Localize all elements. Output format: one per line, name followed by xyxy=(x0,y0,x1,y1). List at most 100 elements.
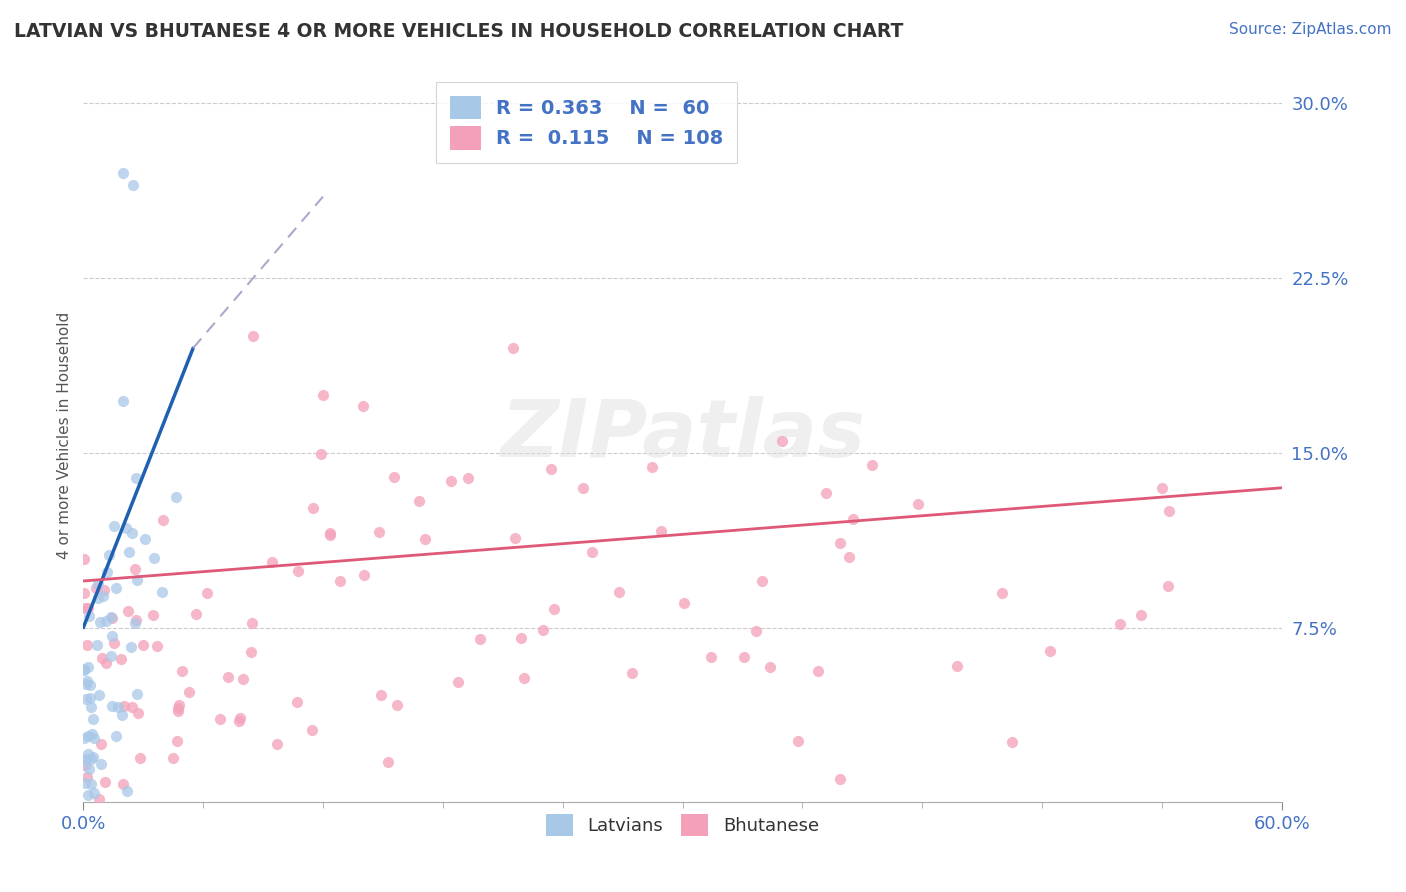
Point xyxy=(991,585,1014,599)
Point xyxy=(170,664,193,678)
Point xyxy=(946,659,969,673)
Point xyxy=(90,737,112,751)
Point xyxy=(94,614,117,628)
Point xyxy=(166,701,188,715)
Point xyxy=(650,524,672,538)
Point xyxy=(838,549,860,564)
Point xyxy=(132,638,155,652)
Point xyxy=(76,752,98,766)
Point xyxy=(134,532,156,546)
Point xyxy=(122,178,145,192)
Point xyxy=(860,458,883,472)
Point xyxy=(512,672,534,686)
Point xyxy=(368,524,391,539)
Point xyxy=(167,698,190,713)
Point xyxy=(86,638,108,652)
Point xyxy=(105,581,128,595)
Point xyxy=(75,691,97,706)
Point xyxy=(76,673,98,688)
Point xyxy=(165,490,187,504)
Point xyxy=(76,639,98,653)
Point xyxy=(75,776,97,790)
Point xyxy=(87,688,110,702)
Point xyxy=(370,689,392,703)
Point xyxy=(510,631,533,645)
Point xyxy=(120,640,142,654)
Point xyxy=(115,521,138,535)
Point xyxy=(353,567,375,582)
Point xyxy=(112,393,135,408)
Point xyxy=(751,574,773,588)
Point xyxy=(287,564,309,578)
Point xyxy=(621,666,644,681)
Point xyxy=(699,649,721,664)
Point xyxy=(111,707,134,722)
Point xyxy=(540,462,562,476)
Y-axis label: 4 or more Vehicles in Household: 4 or more Vehicles in Household xyxy=(58,312,72,559)
Point xyxy=(86,591,108,606)
Point xyxy=(80,699,103,714)
Point xyxy=(124,615,146,630)
Point xyxy=(815,486,838,500)
Point xyxy=(79,608,101,623)
Point xyxy=(96,565,118,579)
Point xyxy=(457,471,479,485)
Point xyxy=(103,636,125,650)
Point xyxy=(571,481,593,495)
Point xyxy=(117,604,139,618)
Point xyxy=(468,632,491,646)
Point xyxy=(75,676,97,690)
Point xyxy=(1108,616,1130,631)
Point xyxy=(142,550,165,565)
Point xyxy=(1130,608,1153,623)
Point xyxy=(232,672,254,686)
Point xyxy=(82,727,104,741)
Text: LATVIAN VS BHUTANESE 4 OR MORE VEHICLES IN HOUSEHOLD CORRELATION CHART: LATVIAN VS BHUTANESE 4 OR MORE VEHICLES … xyxy=(14,22,904,41)
Point xyxy=(72,753,94,767)
Point xyxy=(285,695,308,709)
Point xyxy=(79,678,101,692)
Point xyxy=(759,660,782,674)
Text: ZIPatlas: ZIPatlas xyxy=(501,396,865,475)
Point xyxy=(607,584,630,599)
Point xyxy=(110,651,132,665)
Point xyxy=(1001,735,1024,749)
Point xyxy=(301,723,323,737)
Point xyxy=(73,731,96,745)
Point xyxy=(91,589,114,603)
Point xyxy=(382,470,405,484)
Legend: Latvians, Bhutanese: Latvians, Bhutanese xyxy=(537,805,828,845)
Point xyxy=(152,513,174,527)
Point xyxy=(129,751,152,765)
Point xyxy=(127,706,149,720)
Point xyxy=(770,434,793,449)
Point xyxy=(80,777,103,791)
Point xyxy=(228,714,250,729)
Point xyxy=(124,613,146,627)
Point xyxy=(82,750,104,764)
Point xyxy=(76,601,98,615)
Point xyxy=(745,624,768,639)
Point xyxy=(672,596,695,610)
Point xyxy=(641,460,664,475)
Point xyxy=(76,788,98,802)
Point xyxy=(77,763,100,777)
Point xyxy=(125,573,148,587)
Point xyxy=(733,650,755,665)
Point xyxy=(100,648,122,663)
Point xyxy=(162,750,184,764)
Point xyxy=(104,729,127,743)
Point xyxy=(97,548,120,562)
Point xyxy=(121,525,143,540)
Point xyxy=(101,610,124,624)
Text: Source: ZipAtlas.com: Source: ZipAtlas.com xyxy=(1229,22,1392,37)
Point xyxy=(208,712,231,726)
Point xyxy=(502,341,524,355)
Point xyxy=(260,555,283,569)
Point xyxy=(89,615,111,629)
Point xyxy=(100,698,122,713)
Point xyxy=(440,474,463,488)
Point xyxy=(329,574,352,588)
Point xyxy=(87,576,110,591)
Point xyxy=(309,448,332,462)
